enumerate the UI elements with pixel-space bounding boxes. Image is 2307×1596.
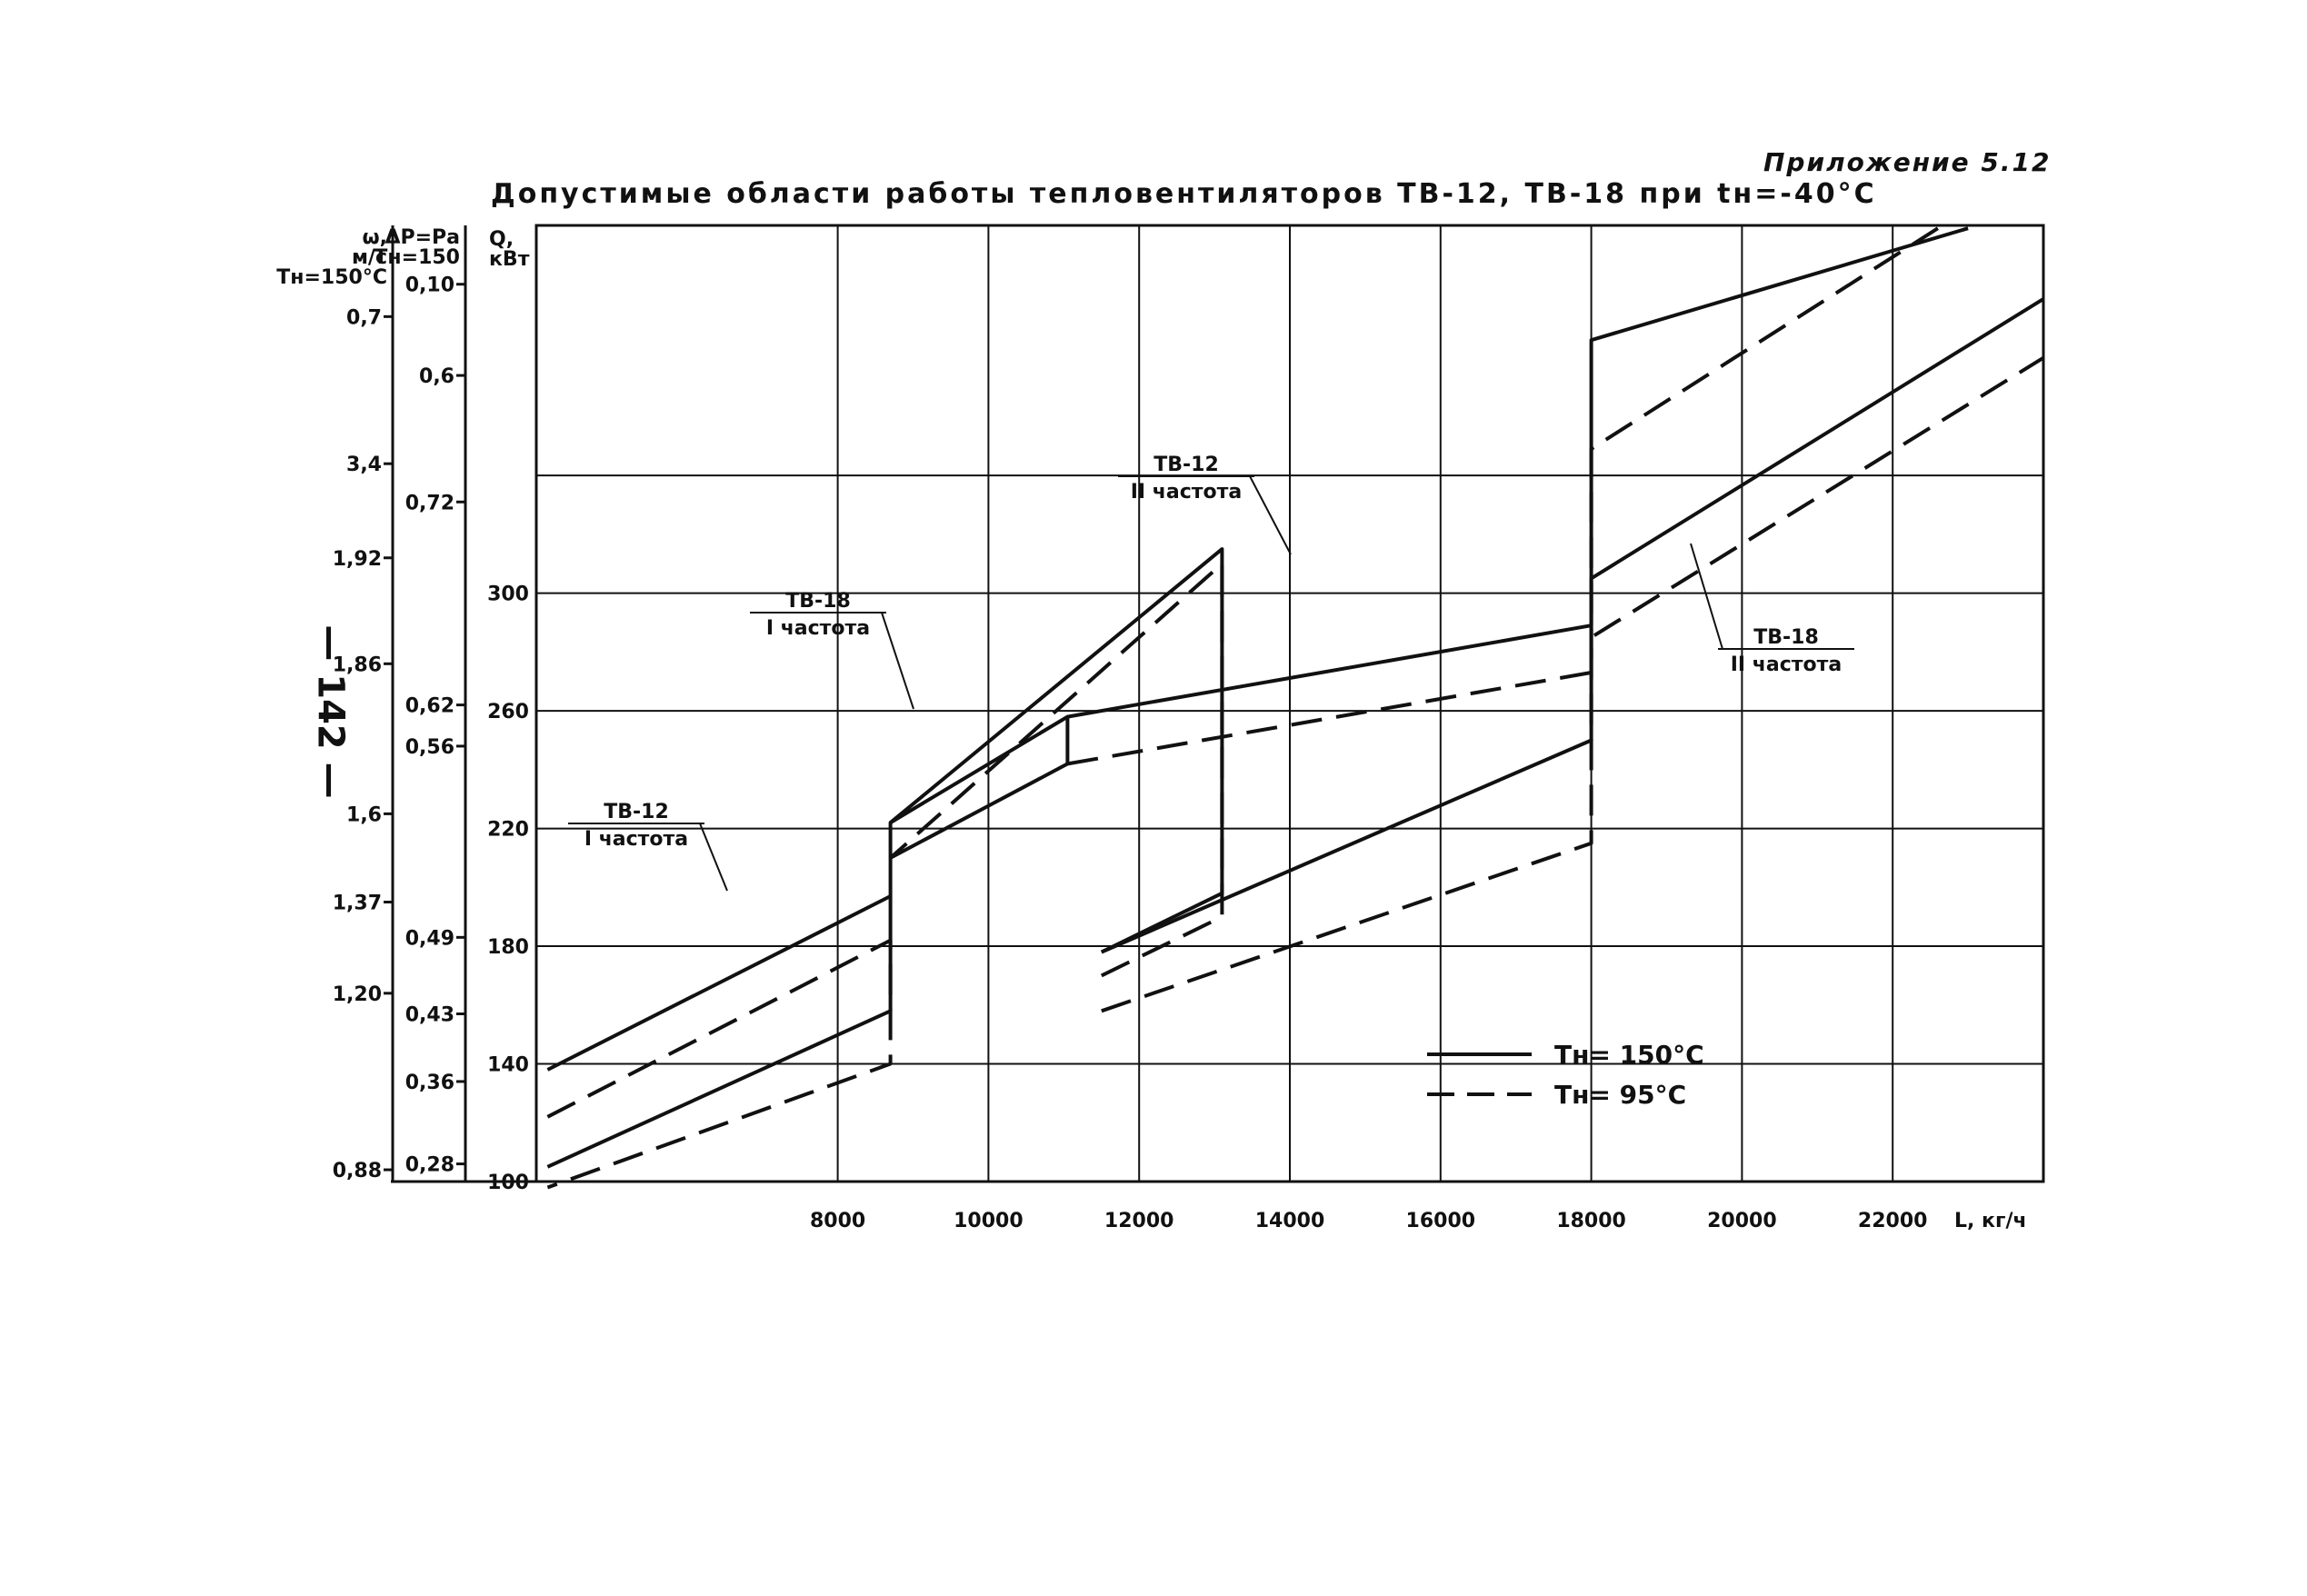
region-label-mode: I частота xyxy=(584,828,688,851)
x-tick-label: 18000 xyxy=(1556,1210,1626,1232)
y-tick-label: 260 xyxy=(487,701,529,723)
y-axis-label: Q, xyxy=(489,228,514,251)
region-label-leader xyxy=(1249,475,1292,555)
y-tick-label: 220 xyxy=(487,819,529,842)
aux-tick-label: 0,28 xyxy=(405,1154,454,1177)
x-tick-label: 16000 xyxy=(1406,1210,1476,1232)
aux-tick-label: 1,6 xyxy=(346,803,382,826)
aux-tick-label: 0,72 xyxy=(405,492,454,514)
axes: 8000 10000 12000 14000 16000 18000 20000 22000 1… xyxy=(391,224,2045,1232)
aux-tick-label: 0,43 xyxy=(405,1003,454,1026)
x-axis-label: L, кг/ч xyxy=(1954,1210,2027,1232)
aux-axis-header: м/с xyxy=(352,246,387,269)
aux-axis-header: Tн=150 xyxy=(374,246,460,269)
series-line-dashed xyxy=(889,562,1224,978)
y-tick-label: 180 xyxy=(487,936,529,959)
chart-title: Допустимые области работы тепловентилято… xyxy=(491,178,1877,210)
appendix-label: Приложение 5.12 xyxy=(1763,147,2052,177)
aux-axis-header: ω, xyxy=(363,226,387,249)
aux-axis-header: ΔP=Pа xyxy=(384,226,460,249)
y-tick-label: 100 xyxy=(487,1172,529,1194)
region-labels: ТВ-12 I частота ТВ-18 I частота ТВ-12 II част… xyxy=(568,454,1854,892)
aux-tick-label: 0,36 xyxy=(405,1072,454,1094)
region-label-leader xyxy=(699,823,728,892)
grid xyxy=(536,225,2043,1182)
y-axis-unit: кВт xyxy=(489,248,530,271)
aux-axis-header: Tн=150°С xyxy=(276,266,387,289)
region-label-mode: I частота xyxy=(766,617,870,640)
aux-tick-label: 0,62 xyxy=(405,695,454,718)
series-line-solid xyxy=(1067,226,1969,719)
series-line-dashed xyxy=(546,938,893,1190)
aux-tick-label: 0,88 xyxy=(333,1160,382,1182)
aux-tick-label: 1,92 xyxy=(333,548,382,571)
region-label-leader xyxy=(1690,543,1723,650)
region-label-mode: II частота xyxy=(1131,481,1242,504)
series-layer xyxy=(546,226,2045,1190)
x-tick-label: 8000 xyxy=(810,1210,865,1232)
legend-label: Тн= 150°С xyxy=(1554,1040,1704,1070)
region-label-leader xyxy=(881,612,914,710)
series-line-solid xyxy=(1101,297,2045,954)
series-line-dashed xyxy=(1067,226,1939,766)
region-label-model: ТВ-18 xyxy=(1753,626,1819,649)
series-line-dashed xyxy=(1101,355,2045,1013)
x-tick-label: 22000 xyxy=(1858,1210,1928,1232)
series-line-solid xyxy=(546,714,1070,1169)
y-tick-label: 300 xyxy=(487,584,529,606)
x-tick-label: 14000 xyxy=(1255,1210,1325,1232)
legend: Тн= 150°С Тн= 95°С xyxy=(1427,1040,1704,1110)
region-label-model: ТВ-18 xyxy=(785,590,851,613)
aux-tick-label: 0,56 xyxy=(405,736,454,759)
y-tick-label: 140 xyxy=(487,1054,529,1077)
x-tick-label: 12000 xyxy=(1104,1210,1174,1232)
aux-tick-label: 1,86 xyxy=(333,653,382,676)
aux-axes: ω,м/сTн=150°С 0,7 3,4 1,92 1,86 1,6 1,37 1,20 0,… xyxy=(276,225,467,1182)
region-label-mode: II частота xyxy=(1731,653,1842,676)
aux-tick-label: 0,10 xyxy=(405,274,454,297)
aux-tick-label: 3,4 xyxy=(346,454,382,476)
aux-tick-label: 0,7 xyxy=(346,306,382,329)
aux-tick-label: 0,49 xyxy=(405,927,454,950)
x-tick-label: 10000 xyxy=(954,1210,1024,1232)
aux-tick-label: 1,37 xyxy=(333,892,382,914)
legend-label: Тн= 95°С xyxy=(1554,1080,1686,1110)
aux-tick-label: 1,20 xyxy=(333,983,382,1006)
region-label-model: ТВ-12 xyxy=(604,801,669,823)
aux-tick-label: 0,6 xyxy=(419,365,454,388)
region-label-model: ТВ-12 xyxy=(1154,454,1219,476)
x-tick-label: 20000 xyxy=(1707,1210,1777,1232)
